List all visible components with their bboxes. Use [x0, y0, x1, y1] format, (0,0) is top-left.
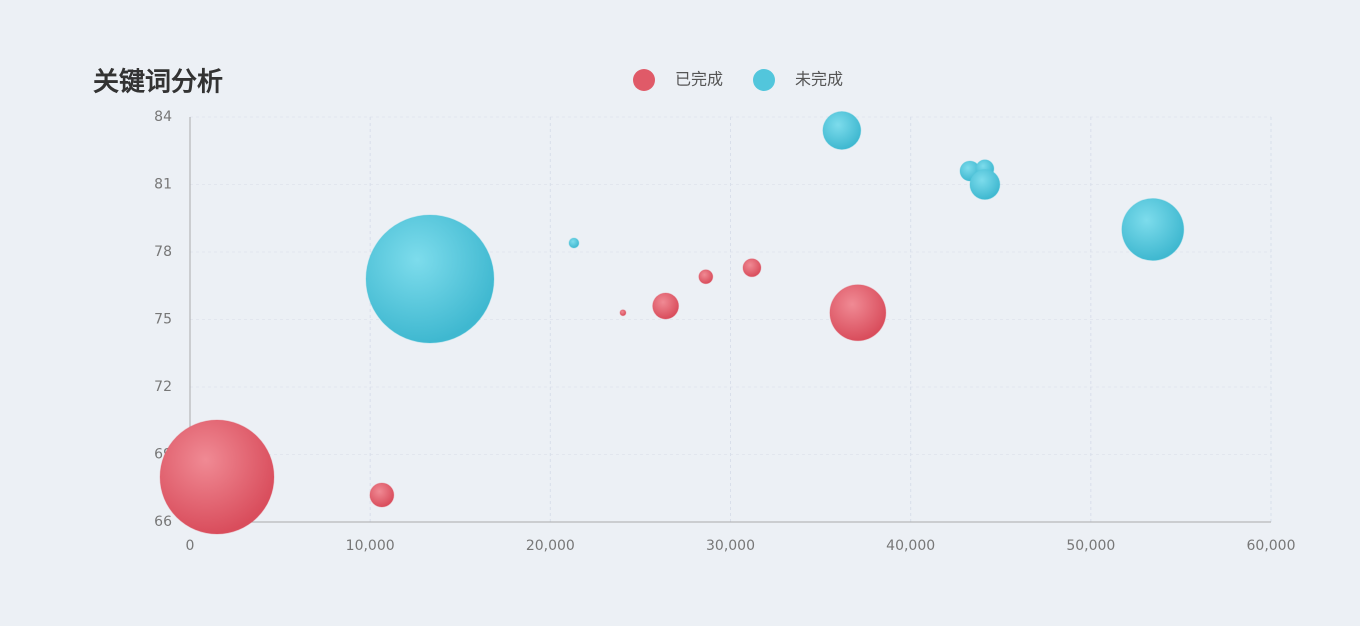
x-tick-label: 0 — [186, 538, 195, 554]
bubble — [159, 419, 275, 535]
legend-marker — [633, 69, 655, 91]
bubble — [1121, 198, 1185, 261]
legend-text: 未完成 — [795, 70, 843, 89]
bubble — [652, 292, 680, 320]
y-tick-label: 78 — [154, 244, 172, 260]
legend-text: 已完成 — [675, 70, 723, 89]
bubble — [829, 284, 887, 342]
legend-marker — [753, 69, 775, 91]
y-tick-label: 72 — [154, 379, 172, 395]
bubble — [742, 258, 762, 278]
chart-title: 关键词分析 — [93, 67, 223, 98]
y-tick-label: 75 — [154, 312, 172, 328]
bubble — [822, 111, 862, 150]
y-tick-label: 66 — [154, 514, 172, 530]
bubble — [365, 214, 495, 344]
x-tick-label: 60,000 — [1247, 538, 1296, 554]
bubble — [369, 482, 395, 508]
bubble — [698, 269, 714, 285]
x-tick-label: 40,000 — [886, 538, 935, 554]
x-tick-label: 20,000 — [526, 538, 575, 554]
y-tick-label: 84 — [154, 109, 172, 125]
bubble — [568, 237, 580, 249]
x-tick-label: 50,000 — [1066, 538, 1115, 554]
bubble — [969, 169, 1001, 200]
y-tick-label: 81 — [154, 177, 172, 193]
x-tick-label: 30,000 — [706, 538, 755, 554]
x-tick-label: 10,000 — [346, 538, 395, 554]
bubble — [619, 309, 627, 317]
